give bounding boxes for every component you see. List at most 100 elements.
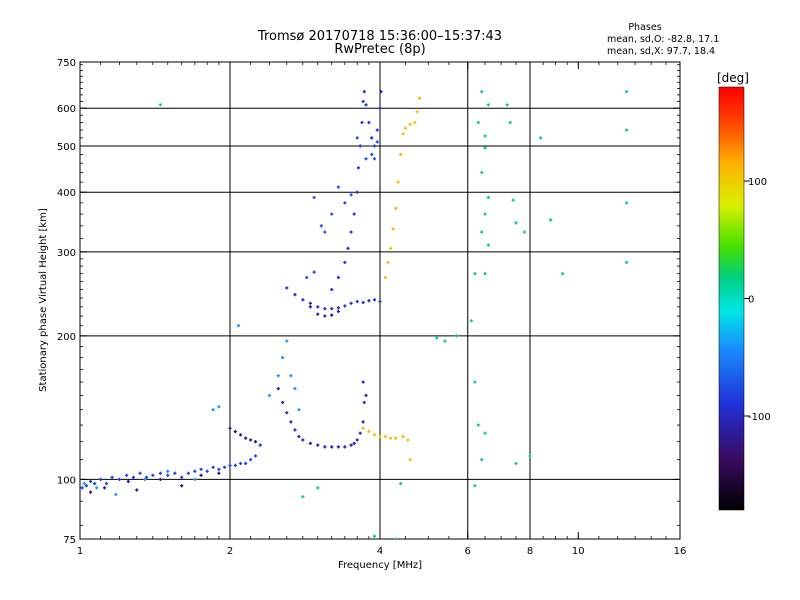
- echo-point: [403, 126, 408, 130]
- echo-point: [280, 356, 285, 360]
- echo-point: [391, 227, 395, 231]
- echo-point: [95, 486, 99, 490]
- echo-point: [549, 218, 553, 222]
- grid-lines: [80, 62, 680, 539]
- echo-point: [528, 454, 532, 458]
- echo-point: [186, 471, 190, 475]
- echo-point: [394, 537, 398, 539]
- echo-point: [330, 313, 334, 317]
- echo-point: [244, 461, 248, 466]
- echo-point: [308, 301, 313, 305]
- echo-point: [386, 260, 390, 265]
- y-tick-label: 750: [57, 58, 76, 69]
- echo-point: [211, 465, 215, 469]
- colorbar-ticks: 100 0 -100: [744, 177, 771, 423]
- echo-point: [624, 201, 629, 205]
- echo-point: [480, 458, 484, 462]
- echo-point: [228, 426, 232, 430]
- echo-point: [473, 380, 477, 384]
- echo-point: [289, 420, 293, 424]
- echo-point: [285, 411, 289, 415]
- axes: 1 2 4 6 8 10 16 75 100 200 300 400 500 600 750: [57, 58, 686, 557]
- y-tick-label: 75: [63, 535, 76, 546]
- echo-point: [505, 103, 509, 107]
- echo-point: [323, 445, 327, 449]
- echo-point: [383, 434, 387, 439]
- echo-point: [276, 374, 280, 378]
- echo-point: [114, 492, 118, 497]
- stats-header: Phases: [628, 22, 661, 33]
- echo-point: [131, 475, 136, 479]
- echo-point: [443, 339, 447, 343]
- echo-point: [483, 212, 487, 216]
- echo-point: [316, 305, 320, 309]
- echo-point: [375, 140, 379, 144]
- echo-point: [388, 436, 393, 440]
- echo-point: [228, 463, 232, 467]
- echo-point: [238, 433, 243, 437]
- echo-point: [360, 120, 364, 125]
- stats-line-o: mean, sd,O: -82.8, 17.1: [607, 34, 719, 45]
- echo-point: [253, 454, 258, 458]
- echo-point: [293, 428, 297, 432]
- echo-point: [244, 436, 248, 440]
- echo-point: [413, 120, 417, 125]
- echo-point: [378, 299, 382, 304]
- echo-point: [126, 479, 130, 484]
- echo-point: [336, 309, 340, 314]
- echo-point: [469, 319, 473, 323]
- echo-point: [372, 144, 377, 148]
- echo-point: [476, 423, 480, 427]
- chart-title: Tromsø 20170718 15:36:00–15:37:43: [257, 29, 502, 44]
- echo-point: [364, 393, 368, 398]
- echo-point: [522, 230, 527, 234]
- colorbar-label: [deg]: [717, 71, 749, 85]
- echo-point: [336, 445, 340, 449]
- echo-point: [316, 312, 320, 316]
- echo-point: [396, 180, 400, 184]
- chart-subtitle: RwPretec (8p): [334, 42, 425, 57]
- echo-point: [217, 471, 221, 475]
- echo-point: [93, 481, 97, 486]
- echo-point: [110, 475, 114, 479]
- echo-point: [144, 475, 149, 479]
- echo-point: [233, 463, 237, 467]
- echo-point: [372, 433, 377, 437]
- echo-point: [361, 300, 365, 305]
- echo-point: [480, 170, 484, 175]
- echo-point: [80, 486, 84, 490]
- echo-point: [217, 405, 221, 409]
- echo-point: [364, 103, 368, 107]
- colorbar-tick-label: -100: [748, 412, 771, 423]
- echo-point: [330, 287, 334, 292]
- echo-point: [330, 307, 334, 311]
- echo-point: [301, 298, 305, 302]
- echo-point: [367, 299, 371, 303]
- echo-point: [361, 420, 365, 424]
- echo-point: [236, 324, 241, 328]
- colorbar-tick-label: 0: [748, 295, 754, 306]
- echo-point: [238, 461, 243, 466]
- echo-point: [319, 224, 323, 228]
- x-tick-label: 4: [377, 546, 383, 557]
- x-tick-label: 10: [572, 546, 585, 557]
- echo-point: [372, 534, 377, 538]
- echo-point: [379, 90, 383, 94]
- echo-point: [138, 471, 142, 475]
- echo-point: [297, 408, 301, 412]
- echo-point: [383, 275, 387, 280]
- echo-point: [316, 443, 320, 447]
- echo-point: [297, 434, 301, 439]
- echo-point: [205, 469, 209, 473]
- echo-point: [102, 486, 107, 490]
- x-axis-label: Frequency [MHz]: [338, 560, 422, 571]
- y-tick-label: 200: [57, 332, 76, 343]
- echo-point: [199, 473, 203, 477]
- echo-point: [483, 272, 487, 276]
- echo-point: [84, 484, 88, 488]
- echo-point: [483, 134, 487, 138]
- echo-point: [305, 275, 309, 280]
- echo-point: [358, 144, 362, 148]
- echo-point: [406, 438, 410, 442]
- echo-point: [455, 334, 459, 338]
